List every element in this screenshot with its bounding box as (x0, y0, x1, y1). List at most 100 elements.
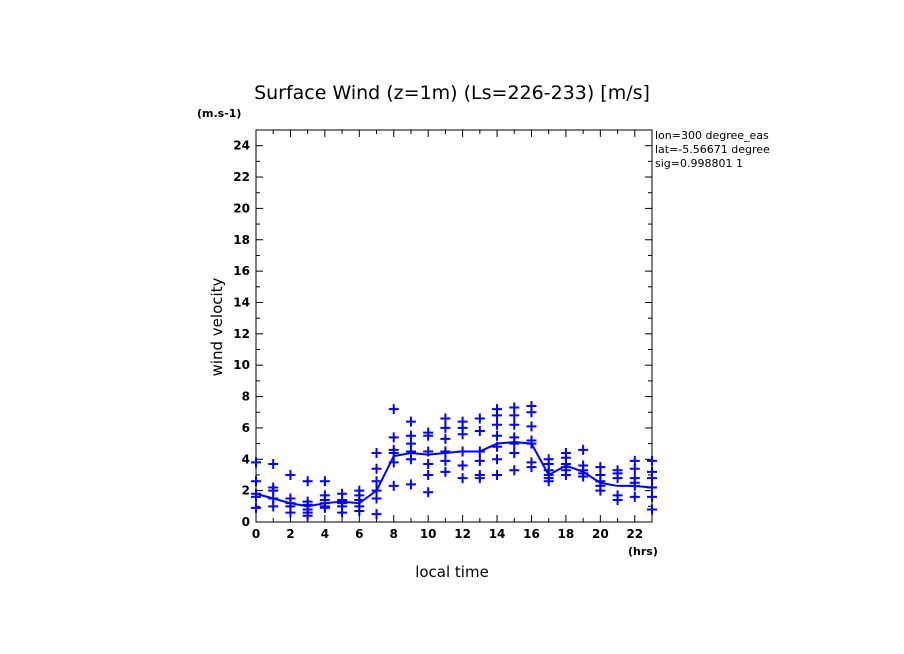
mean-wind-line (255, 441, 653, 508)
x-tick-label: 12 (454, 527, 471, 541)
y-tick-label: 8 (242, 390, 250, 404)
data-point (440, 455, 451, 466)
data-point (492, 410, 503, 421)
data-point (492, 430, 503, 441)
info-lat: lat=-5.56671 degree (655, 143, 770, 156)
y-tick-label: 18 (233, 233, 250, 247)
y-tick-label: 20 (233, 201, 250, 215)
data-point (509, 410, 520, 421)
x-axis-ticks: 0 2 4 6 8 10 12 14 16 18 20 22 (252, 130, 653, 541)
data-point (405, 479, 416, 490)
x-tick-label: 22 (626, 527, 643, 541)
data-point (647, 504, 657, 515)
y-tick-label: 2 (242, 484, 250, 498)
data-point (388, 480, 399, 491)
data-point (578, 444, 589, 455)
data-point (423, 469, 434, 480)
x-tick-label: 8 (390, 527, 398, 541)
data-point (285, 469, 296, 480)
data-point (388, 457, 399, 468)
data-point (457, 460, 468, 471)
data-point (251, 491, 261, 502)
data-point (388, 432, 399, 443)
x-tick-label: 18 (558, 527, 575, 541)
data-point (302, 476, 313, 487)
data-point (337, 507, 348, 518)
data-point (474, 446, 485, 457)
data-point (578, 471, 589, 482)
y-unit-label: (m.s-1) (197, 107, 241, 120)
y-axis-label: wind velocity (208, 277, 226, 376)
y-tick-label: 24 (233, 139, 250, 153)
data-point (647, 473, 657, 484)
x-unit-label: (hrs) (628, 545, 658, 558)
data-point (371, 493, 382, 504)
x-tick-label: 20 (592, 527, 609, 541)
data-point (457, 473, 468, 484)
data-point (405, 416, 416, 427)
y-tick-label: 4 (242, 452, 250, 466)
y-tick-label: 6 (242, 421, 250, 435)
data-point (492, 419, 503, 430)
data-point (388, 448, 399, 459)
data-point (526, 421, 537, 432)
data-point (492, 454, 503, 465)
data-point (492, 441, 503, 452)
data-point (319, 502, 330, 513)
data-point (405, 454, 416, 465)
data-point (423, 430, 434, 441)
data-point (492, 469, 503, 480)
data-point (423, 446, 434, 457)
data-point (474, 426, 485, 437)
data-point (595, 485, 606, 496)
data-point (457, 429, 468, 440)
data-point (526, 438, 537, 449)
data-point (526, 462, 537, 473)
data-point (509, 465, 520, 476)
data-point (629, 480, 640, 491)
data-point (474, 455, 485, 466)
data-point (440, 446, 451, 457)
data-point (371, 448, 382, 459)
x-axis-label: local time (415, 563, 489, 581)
data-point (440, 466, 451, 477)
data-point (457, 446, 468, 457)
plot-frame (255, 129, 653, 523)
y-tick-label: 22 (233, 170, 250, 184)
data-point (560, 469, 571, 480)
info-box: lon=300 degree_eas lat=-5.56671 degree s… (655, 129, 770, 170)
data-point (440, 413, 451, 424)
data-point (251, 457, 261, 468)
data-point (526, 407, 537, 418)
data-point (509, 448, 520, 459)
data-point (388, 404, 399, 415)
data-point (612, 473, 623, 484)
data-point (647, 455, 657, 466)
x-tick-label: 0 (252, 527, 260, 541)
data-point (302, 510, 313, 521)
data-point (474, 473, 485, 484)
y-tick-label: 14 (233, 295, 250, 309)
y-tick-label: 10 (233, 358, 250, 372)
x-tick-label: 10 (420, 527, 437, 541)
data-point (440, 433, 451, 444)
x-tick-label: 6 (355, 527, 363, 541)
data-point (423, 487, 434, 498)
data-point (251, 476, 261, 487)
data-point (285, 507, 296, 518)
x-tick-label: 16 (523, 527, 540, 541)
chart-title: Surface Wind (z=1m) (Ls=226-233) [m/s] (254, 82, 650, 104)
y-tick-label: 12 (233, 327, 250, 341)
x-tick-label: 2 (286, 527, 294, 541)
data-point (423, 458, 434, 469)
data-point (474, 413, 485, 424)
data-point (647, 491, 657, 502)
y-tick-label: 0 (242, 515, 250, 529)
data-point (629, 463, 640, 474)
data-point (354, 506, 365, 517)
data-point (268, 501, 279, 512)
info-lon: lon=300 degree_eas (655, 129, 769, 142)
x-tick-label: 14 (489, 527, 506, 541)
data-point (440, 422, 451, 433)
